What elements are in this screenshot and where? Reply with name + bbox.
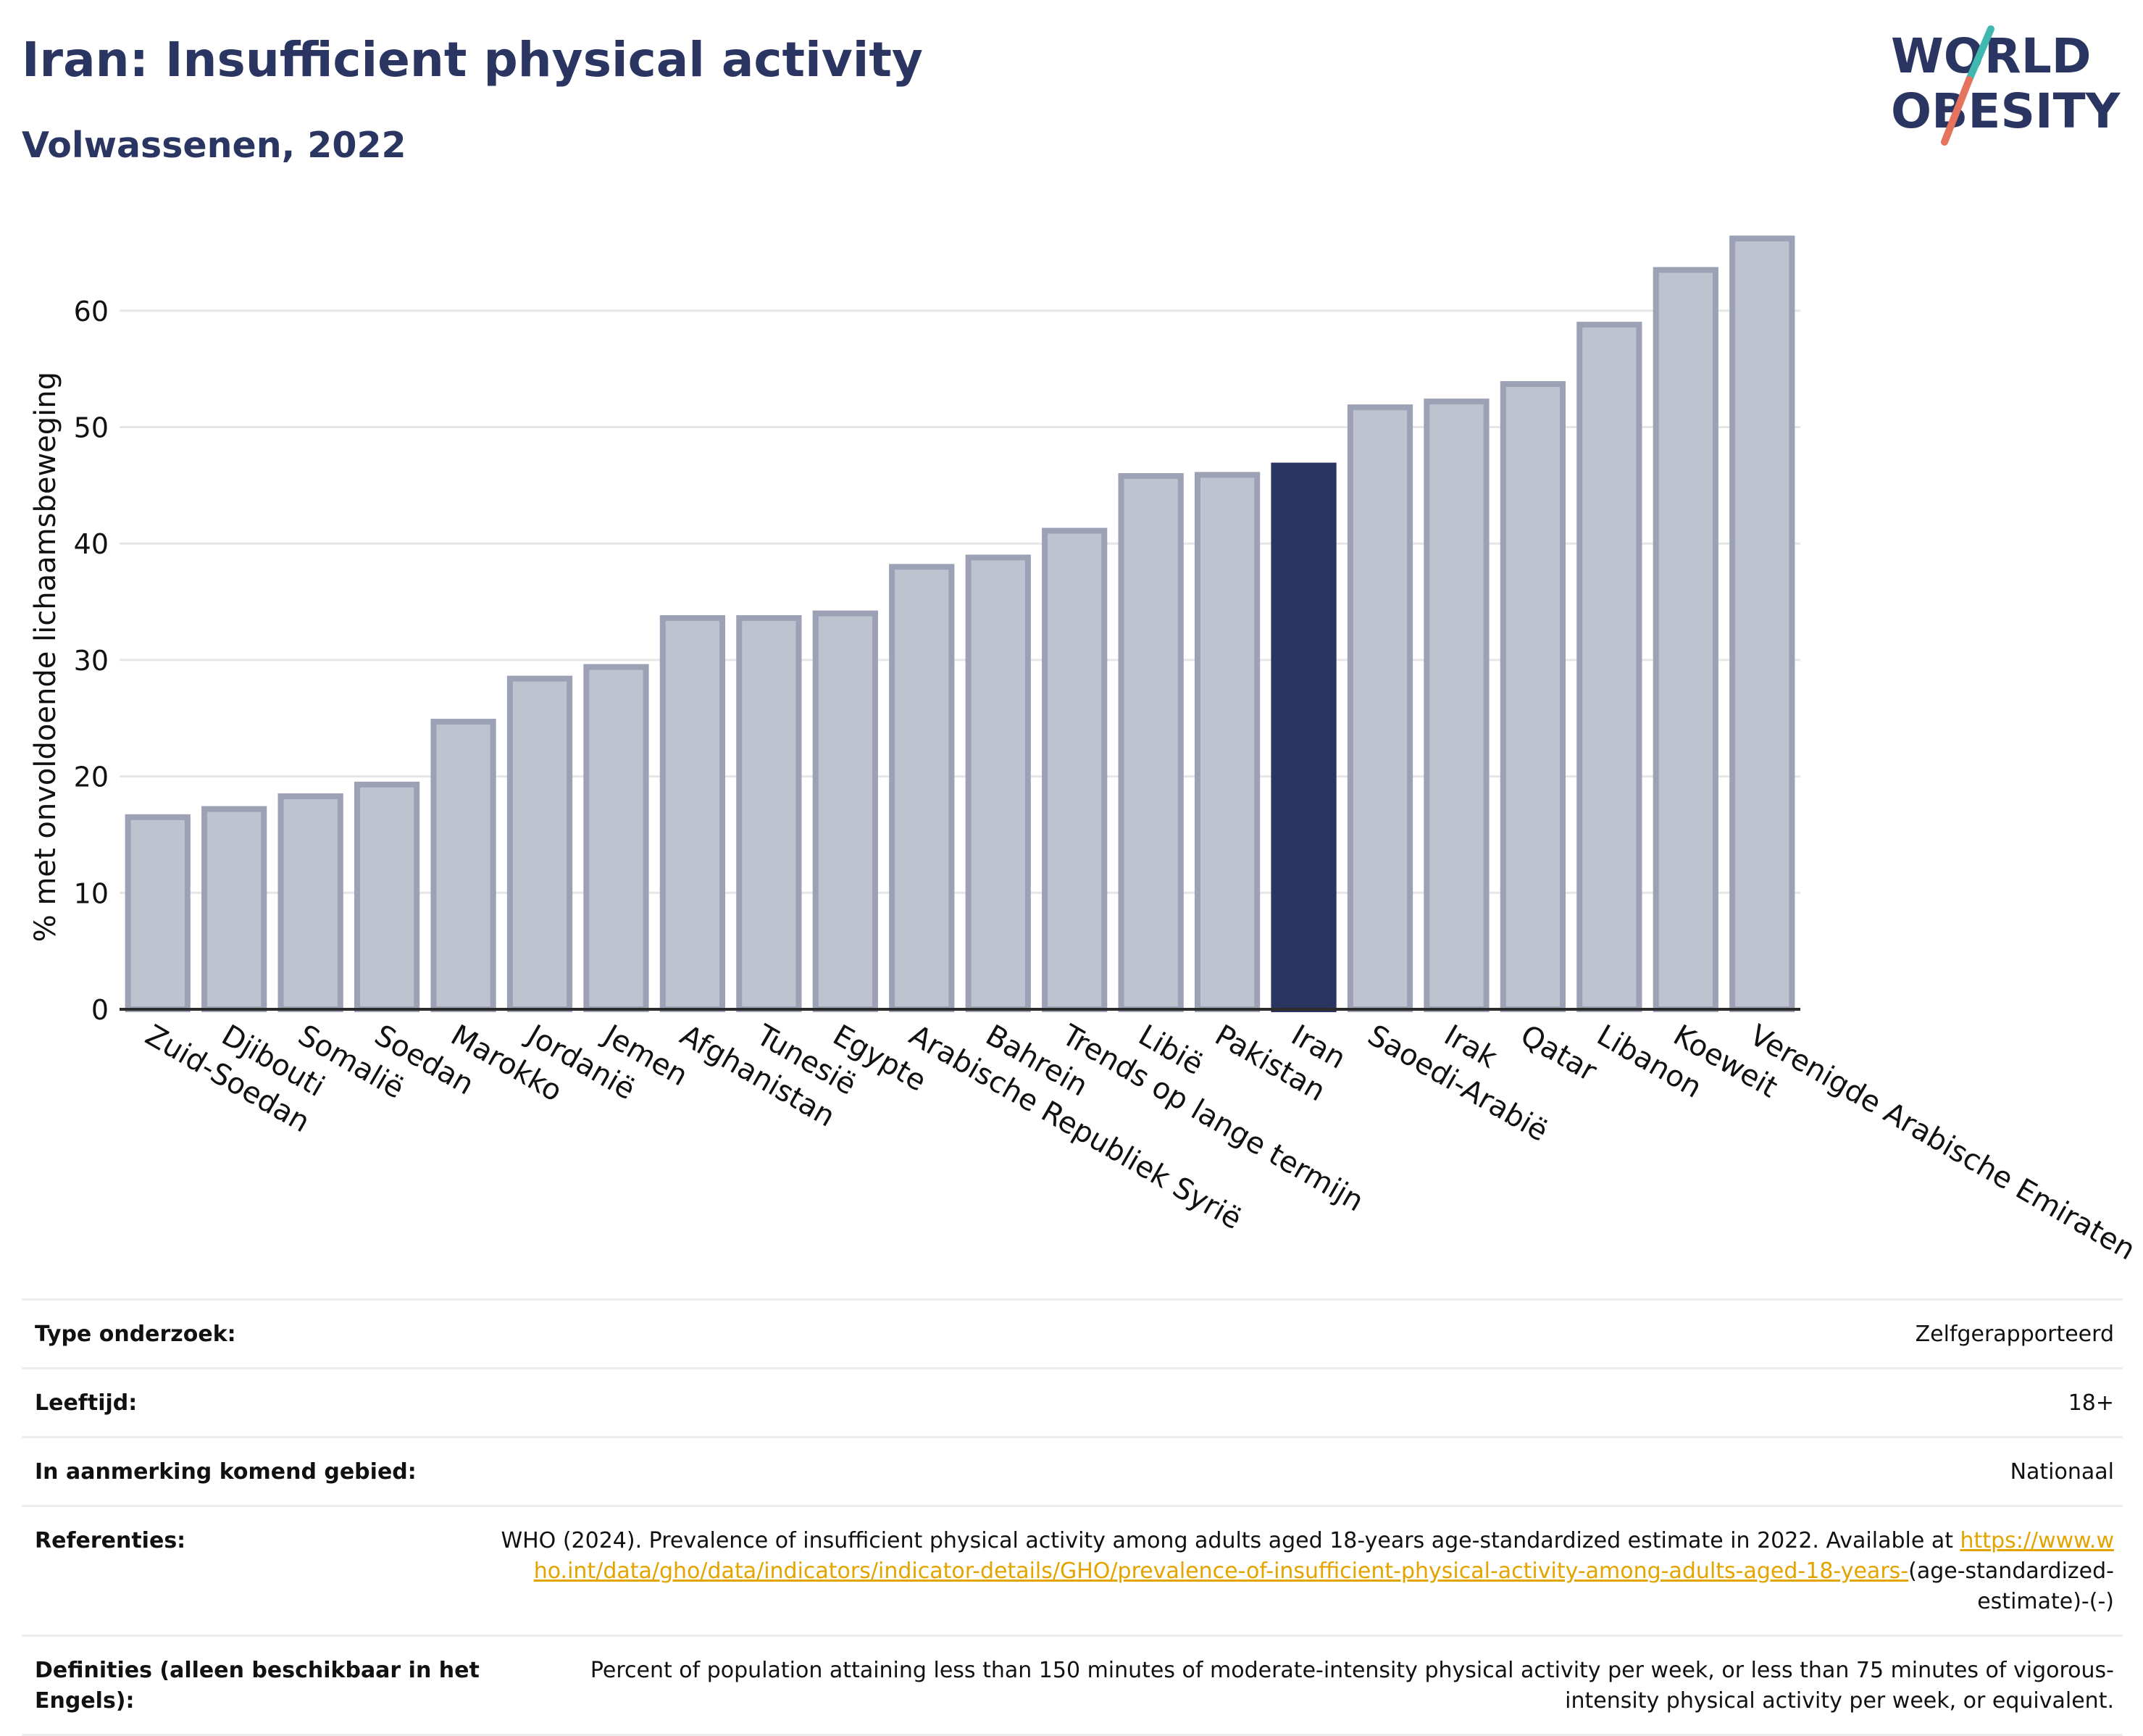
bar (354, 781, 420, 1012)
bar (1424, 398, 1490, 1012)
y-tick-label: 60 (74, 296, 109, 327)
info-value: 18+ (2068, 1390, 2114, 1416)
bar (889, 564, 955, 1012)
bar (1347, 404, 1413, 1012)
info-key: Referenties: (35, 1528, 186, 1553)
world-obesity-logo: WORLD OBESITY (1891, 25, 2121, 146)
info-row-area: In aanmerking komend gebied: Nationaal (22, 1436, 2123, 1505)
bar (1118, 472, 1184, 1012)
bar (965, 554, 1031, 1012)
info-value: Percent of population attaining less tha… (590, 1658, 2114, 1714)
references-suffix: (age-standardized-estimate)-(-) (1908, 1558, 2114, 1614)
references-text: WHO (2024). Prevalence of insufficient p… (501, 1528, 1953, 1553)
y-tick-label: 40 (74, 528, 109, 560)
bar (1576, 322, 1642, 1013)
page-subtitle: Volwassenen, 2022 (22, 125, 406, 166)
y-tick-label: 10 (74, 877, 109, 909)
info-key: Type onderzoek: (35, 1322, 236, 1347)
x-tick-label: Verenigde Arabische Emiraten (1744, 1019, 2141, 1267)
bar (1653, 267, 1718, 1012)
bar (201, 806, 267, 1012)
x-tick-labels: Zuid-SoedanDjiboutiSomaliëSoedanMarokkoJ… (140, 1017, 2141, 1266)
page-title: Iran: Insufficient physical activity (22, 32, 923, 88)
bar (1729, 235, 1795, 1012)
logo-slash-coral (1941, 76, 1973, 146)
info-value: Nationaal (2010, 1459, 2114, 1485)
bar (125, 814, 191, 1012)
info-table: Type onderzoek: Zelfgerapporteerd Leefti… (22, 1298, 2123, 1736)
logo-text-obesity: OBESITY (1891, 83, 2121, 139)
y-tick-label: 0 (91, 994, 109, 1026)
info-row-references: Referenties: WHO (2024). Prevalence of i… (22, 1505, 2123, 1635)
bar (430, 719, 496, 1012)
references-link[interactable]: https://www.who.int/data/gho/data/indica… (533, 1528, 2114, 1584)
info-value: WHO (2024). Prevalence of insufficient p… (498, 1526, 2114, 1617)
info-value: Zelfgerapporteerd (1915, 1322, 2114, 1347)
y-axis-label: % met onvoldoende lichaamsbeweging (29, 372, 62, 942)
bar (1271, 462, 1337, 1012)
bar (1500, 381, 1566, 1012)
bar (736, 615, 802, 1012)
info-key: Leeftijd: (35, 1390, 138, 1416)
y-tick-label: 50 (74, 412, 109, 444)
y-ticks: 0 10 20 30 40 50 60 (74, 296, 109, 1026)
bar (1194, 472, 1261, 1012)
y-tick-label: 20 (74, 761, 109, 793)
info-row-survey-type: Type onderzoek: Zelfgerapporteerd (22, 1298, 2123, 1367)
bar (277, 793, 343, 1012)
info-row-definitions: Definities (alleen beschikbaar in het En… (22, 1635, 2123, 1736)
bar (812, 610, 878, 1012)
info-key: In aanmerking komend gebied: (35, 1459, 417, 1485)
bar (659, 615, 726, 1012)
x-tick-label: Qatar (1515, 1019, 1603, 1088)
info-row-age: Leeftijd: 18+ (22, 1367, 2123, 1436)
y-tick-label: 30 (74, 645, 109, 677)
bar (1042, 527, 1108, 1012)
bar (583, 664, 649, 1012)
logo-slash-teal (1966, 25, 1994, 83)
bar (506, 675, 573, 1012)
bar-chart: 0 10 20 30 40 50 60 Zuid-SoedanDjiboutiSomalië… (29, 235, 2141, 1267)
info-key: Definities (alleen beschikbaar in het En… (35, 1658, 480, 1714)
